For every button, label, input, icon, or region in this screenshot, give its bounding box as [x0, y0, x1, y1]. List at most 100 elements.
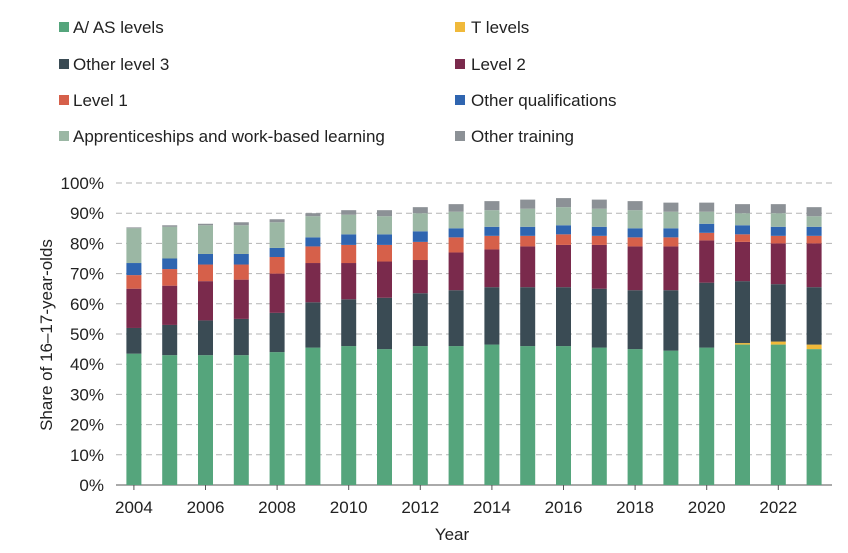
- bar-segment: [770, 243, 786, 285]
- bar-segment: [806, 243, 822, 288]
- bar-segment: [520, 199, 536, 209]
- bar-segment: [627, 210, 643, 229]
- bar-segment: [627, 201, 643, 211]
- gridlines: [116, 182, 832, 486]
- bar-segment: [269, 352, 285, 485]
- bar-segment: [412, 213, 428, 232]
- bar-segment: [806, 287, 822, 345]
- bar-segment: [520, 346, 536, 485]
- bar-segment: [770, 284, 786, 342]
- bar-segment: [484, 226, 500, 236]
- legend-swatch-other-training: [455, 131, 465, 141]
- y-tick-label: 70%: [70, 265, 104, 284]
- bar-segment: [663, 211, 679, 229]
- bar-segment: [591, 208, 607, 227]
- bar-segment: [198, 355, 213, 485]
- bar-segment: [770, 344, 786, 485]
- bar-segment: [305, 237, 321, 247]
- x-tick-label: 2018: [616, 498, 654, 517]
- bar-segment: [162, 324, 178, 356]
- y-tick-label: 30%: [70, 385, 104, 404]
- bar-segment: [341, 234, 357, 245]
- bar-segment: [448, 290, 464, 347]
- bar-segment: [735, 225, 750, 235]
- x-tick-label: 2014: [473, 498, 511, 517]
- bar-segment: [591, 199, 607, 209]
- bar-segment: [806, 216, 822, 227]
- bar-segment: [126, 227, 142, 229]
- bar-segment: [806, 349, 822, 485]
- bar-segment: [770, 213, 786, 227]
- legend-swatch-other-level-3: [59, 59, 69, 69]
- legend-swatch-other-qualifications: [455, 95, 465, 105]
- bar-segment: [556, 198, 571, 208]
- y-tick-label: 10%: [70, 446, 104, 465]
- bar-segment: [126, 288, 142, 328]
- bar-segment: [233, 355, 249, 485]
- bar-segment: [699, 211, 715, 224]
- bar-segment: [699, 347, 715, 485]
- bar-segment: [269, 312, 285, 353]
- bar-segment: [341, 210, 357, 215]
- x-tick-label: 2004: [115, 498, 153, 517]
- bar-segment: [627, 228, 643, 238]
- bar-segment: [591, 244, 607, 289]
- bar-segment: [269, 273, 285, 313]
- bar-segment: [162, 258, 178, 270]
- y-tick-label: 60%: [70, 295, 104, 314]
- bar-segment: [520, 208, 536, 227]
- bar-segment: [412, 241, 428, 261]
- bar-segment: [377, 210, 392, 217]
- bar-segment: [412, 293, 428, 347]
- bar-segment: [735, 241, 750, 282]
- bar-segment: [162, 355, 178, 485]
- bar-segment: [556, 287, 571, 347]
- bar-segment: [305, 263, 321, 303]
- bar-segment: [556, 225, 571, 235]
- bar-segment: [448, 237, 464, 253]
- bar-segment: [663, 246, 679, 291]
- legend: A/ AS levels T levels Other level 3 Leve…: [59, 18, 617, 146]
- legend-label-other-qualifications: Other qualifications: [471, 91, 617, 110]
- y-tick-label: 40%: [70, 355, 104, 374]
- bar-segment: [556, 244, 571, 288]
- bar-segment: [556, 234, 571, 245]
- bar-segment: [233, 253, 249, 265]
- y-tick-label: 90%: [70, 204, 104, 223]
- legend-item-5: Other qualifications: [455, 91, 617, 110]
- bar-segment: [198, 223, 213, 226]
- x-tick-label: 2016: [545, 498, 583, 517]
- bar-segment: [305, 347, 321, 485]
- bar-segment: [806, 235, 822, 244]
- legend-label-t-levels: T levels: [471, 18, 529, 37]
- bar-segment: [520, 287, 536, 347]
- legend-item-1: T levels: [455, 18, 529, 37]
- legend-swatch-level-1: [59, 95, 69, 105]
- bar-segment: [699, 240, 715, 283]
- bar-segment: [162, 269, 178, 286]
- legend-label-level-2: Level 2: [471, 55, 526, 74]
- bar-segment: [233, 318, 249, 356]
- bar-segment: [412, 346, 428, 485]
- bar-segment: [520, 235, 536, 247]
- bar-segment: [269, 256, 285, 274]
- bar-segment: [627, 290, 643, 350]
- bar-segment: [591, 226, 607, 236]
- bar-segment: [663, 202, 679, 212]
- bar-segment: [556, 207, 571, 226]
- bar-segment: [735, 281, 750, 344]
- bar-segment: [699, 202, 715, 212]
- legend-swatch-t-levels: [455, 22, 465, 32]
- y-tick-label: 100%: [61, 174, 104, 193]
- bar-segment: [556, 346, 571, 485]
- legend-swatch-apprenticeships: [59, 131, 69, 141]
- bar-segment: [735, 344, 750, 485]
- bar-segment: [520, 226, 536, 236]
- bar-segment: [162, 285, 178, 325]
- bar-segment: [377, 261, 392, 298]
- bar-segment: [377, 234, 392, 245]
- bar-segment: [126, 275, 142, 289]
- bar-segment: [806, 344, 822, 350]
- bar-segment: [341, 263, 357, 300]
